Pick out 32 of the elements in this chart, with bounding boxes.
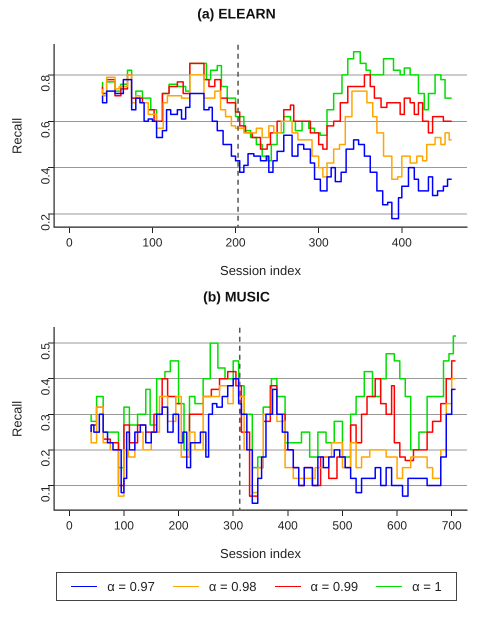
x-tick-label: 100 <box>114 518 134 533</box>
y-tick-label: 0.2 <box>38 450 52 467</box>
x-tick-label: 300 <box>308 236 330 250</box>
x-tick-label: 700 <box>442 518 462 533</box>
x-tick-label: 100 <box>142 236 163 250</box>
y-tick-label: 0.1 <box>38 485 52 502</box>
x-tick-label: 0 <box>66 236 73 250</box>
x-axis-title: Session index <box>220 546 302 561</box>
legend-label: α = 0.97 <box>107 579 155 594</box>
x-tick-label: 400 <box>392 236 412 250</box>
x-tick-label: 300 <box>223 518 244 533</box>
y-tick-label: 0.4 <box>38 378 52 396</box>
y-tick-label: 0.3 <box>38 414 52 431</box>
x-tick-label: 200 <box>226 236 246 250</box>
legend-label: α = 1 <box>412 579 442 594</box>
x-tick-label: 500 <box>332 518 353 533</box>
x-tick-label: 600 <box>387 518 408 533</box>
chart-title: (a) ELEARN <box>197 5 276 22</box>
legend-label: α = 0.99 <box>310 579 358 594</box>
legend-label: α = 0.98 <box>208 579 257 594</box>
chart-title: (b) MUSIC <box>203 288 270 304</box>
x-axis-title: Session index <box>220 262 302 278</box>
y-tick-label: 0.5 <box>38 342 52 360</box>
y-tick-label: 0.2 <box>38 214 52 231</box>
y-tick-label: 0.8 <box>38 74 52 92</box>
y-axis-title: Recall <box>9 118 24 154</box>
y-axis-title: Recall <box>9 400 24 437</box>
y-tick-label: 0.4 <box>38 167 52 184</box>
x-tick-label: 200 <box>168 518 189 533</box>
y-tick-label: 0.6 <box>38 120 52 138</box>
x-tick-label: 0 <box>66 518 73 533</box>
x-tick-label: 400 <box>278 518 298 533</box>
